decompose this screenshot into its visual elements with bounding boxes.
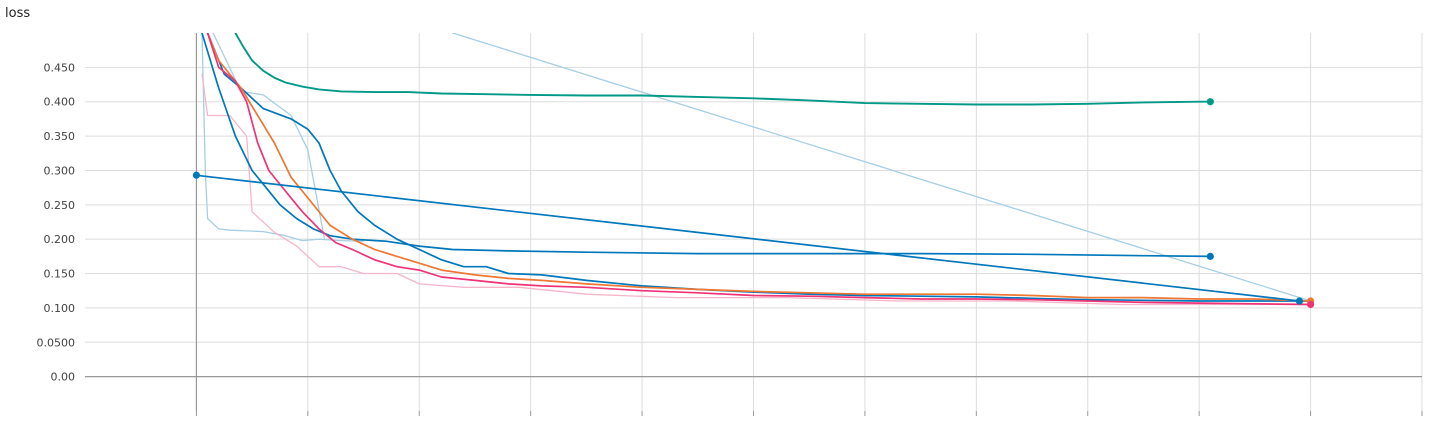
series-start-marker — [192, 171, 201, 179]
axes — [85, 33, 1423, 416]
series-line — [206, 33, 1312, 306]
series-line — [206, 33, 1312, 302]
series-layer — [195, 33, 1312, 306]
series-end-marker — [1206, 98, 1214, 106]
y-tick-label: 0.450 — [44, 61, 76, 74]
series-end-marker — [1206, 252, 1214, 260]
y-tick-label: 0.100 — [44, 302, 76, 315]
series-end-marker — [1295, 297, 1304, 305]
y-tick-label: 0.250 — [44, 199, 76, 212]
series-line — [201, 33, 365, 242]
y-tick-label: 0.400 — [44, 96, 76, 109]
y-tick-label: 0.200 — [44, 233, 76, 246]
series-line — [234, 33, 1212, 106]
y-tick-label: 0.350 — [44, 130, 76, 143]
y-tick-labels: 0.450 0.400 0.350 0.300 0.250 0.200 0.150 0.100… — [37, 61, 76, 383]
series-line — [201, 73, 1312, 306]
series-line — [195, 174, 1301, 302]
series-end-marker — [1306, 300, 1315, 309]
series-line — [206, 33, 1312, 302]
series-line — [452, 33, 1312, 302]
y-tick-label: 0.150 — [44, 268, 76, 281]
chart-title: loss — [5, 6, 31, 21]
y-tick-label: 0.0500 — [37, 336, 76, 349]
grid — [85, 33, 1423, 411]
y-tick-label: 0.300 — [44, 164, 76, 177]
y-tick-label: 0.00 — [51, 371, 76, 384]
